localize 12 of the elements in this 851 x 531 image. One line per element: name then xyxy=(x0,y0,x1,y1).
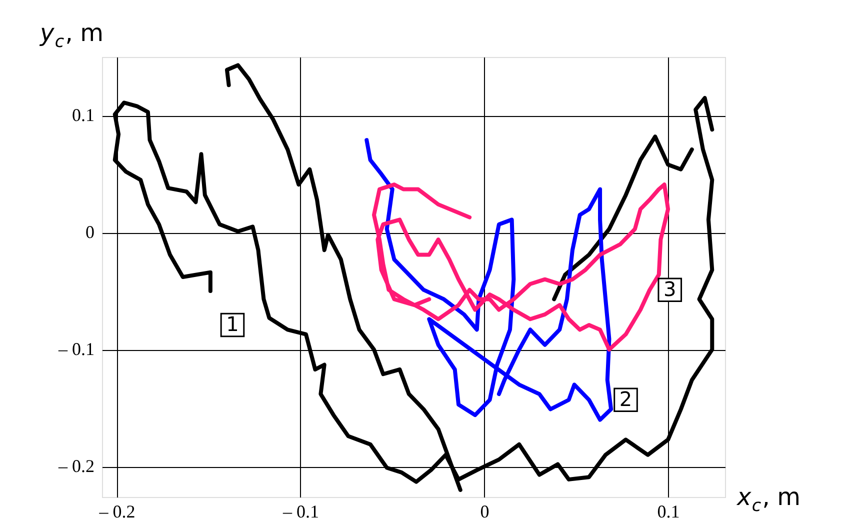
annotation: 3 xyxy=(664,276,676,301)
x-tick-label: – 0.1 xyxy=(282,502,319,522)
annotation: 1 xyxy=(226,312,239,336)
y-tick-label: 0.1 xyxy=(72,105,94,126)
x-tick-label: 0 xyxy=(480,502,490,522)
annotation: 2 xyxy=(619,386,632,411)
x-tick-label: 0.1 xyxy=(657,502,680,522)
y-tick-label: 0 xyxy=(86,222,94,242)
y-tick-label: – 0.1 xyxy=(58,339,94,360)
y-tick-label: – 0.2 xyxy=(58,456,94,476)
x-tick-label: – 0.2 xyxy=(98,502,136,522)
line-series xyxy=(364,138,614,422)
